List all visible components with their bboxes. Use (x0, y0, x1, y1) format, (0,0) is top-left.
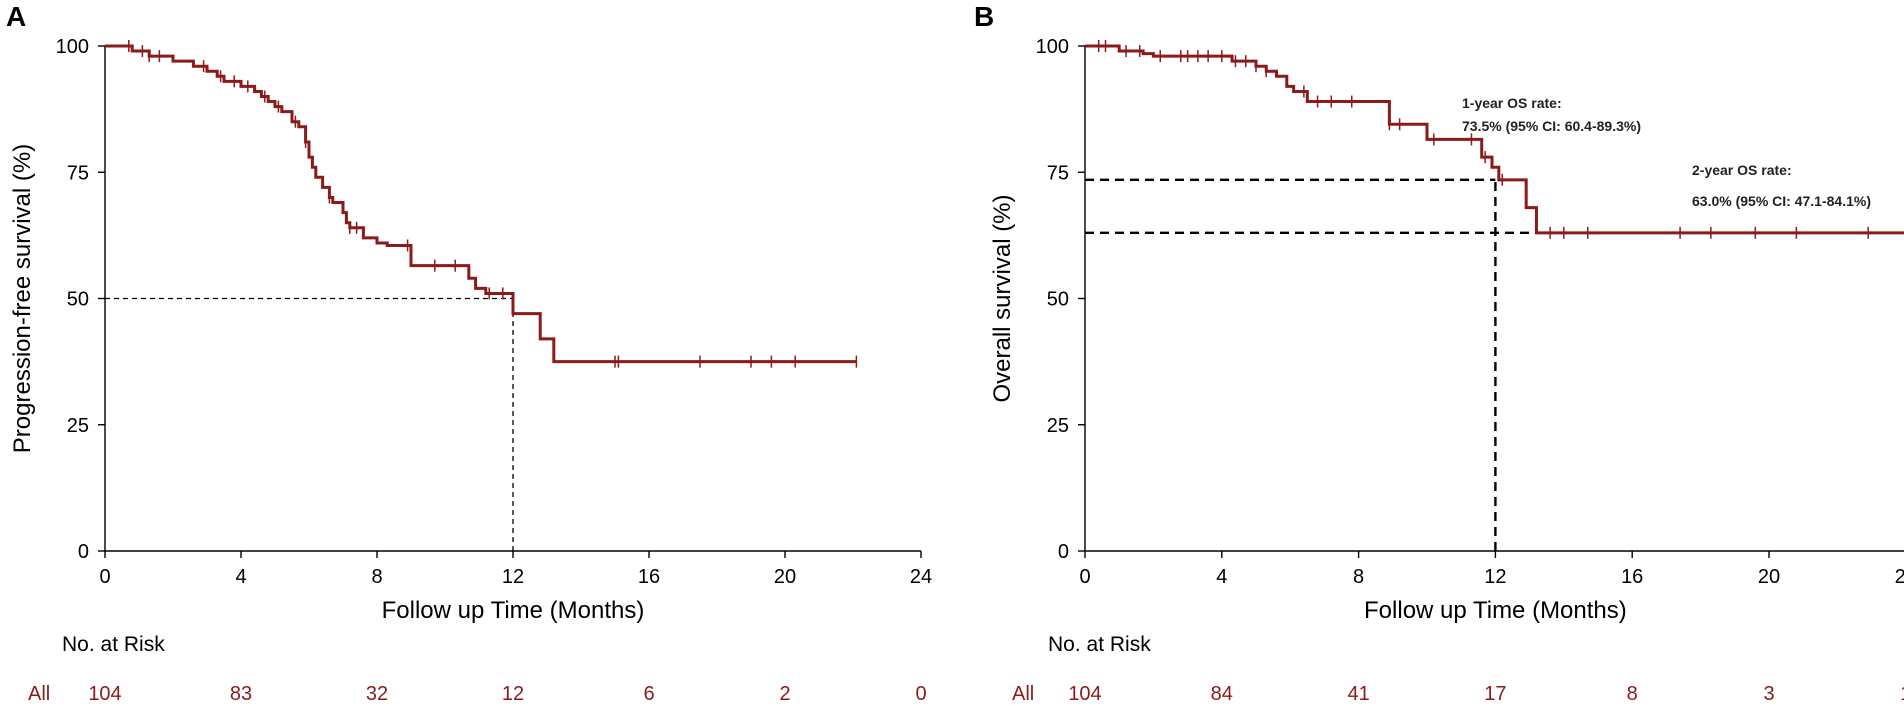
y-tick-label: 25 (67, 415, 89, 437)
risk-count: 104 (1068, 683, 1101, 705)
x-axis-title: Follow up Time (Months) (1364, 597, 1627, 624)
x-tick-label: 8 (371, 566, 382, 588)
y-tick-label: 0 (78, 541, 89, 563)
risk-count: 1 (1900, 683, 1904, 705)
x-tick-label: 0 (99, 566, 110, 588)
y-tick-label: 0 (1058, 541, 1069, 563)
risk-count: 32 (366, 683, 388, 705)
panel-letter: A (6, 1, 26, 32)
y-tick-label: 100 (56, 36, 89, 58)
y-tick-label: 50 (67, 289, 89, 311)
annotation-title: 2-year OS rate: (1692, 162, 1792, 178)
x-tick-label: 24 (1895, 566, 1904, 588)
risk-count: 41 (1347, 683, 1369, 705)
y-tick-label: 100 (1036, 36, 1069, 58)
y-tick-label: 25 (1047, 415, 1069, 437)
km-curve (1085, 44, 1904, 235)
risk-count: 84 (1211, 683, 1233, 705)
x-tick-label: 20 (774, 566, 796, 588)
risk-count: 3 (1763, 683, 1774, 705)
x-tick-label: 4 (1216, 566, 1227, 588)
y-tick-label: 75 (1047, 162, 1069, 184)
annotation-title: 1-year OS rate: (1462, 95, 1562, 111)
y-tick-label: 50 (1047, 289, 1069, 311)
x-tick-label: 16 (638, 566, 660, 588)
x-axis-title: Follow up Time (Months) (382, 597, 645, 624)
risk-group-label: All (28, 683, 50, 705)
x-tick-label: 8 (1353, 566, 1364, 588)
annotation-text: 63.0% (95% CI: 47.1-84.1%) (1692, 193, 1871, 209)
x-tick-label: 20 (1758, 566, 1780, 588)
panel-b: B 0 25 50 75 100 0 4 8 12 16 20 24 Follow up Time (Mo… (974, 1, 1904, 705)
risk-count: 17 (1484, 683, 1506, 705)
panel-letter: B (974, 1, 994, 32)
risk-count: 8 (1627, 683, 1638, 705)
risk-count: 2 (779, 683, 790, 705)
km-curve (105, 44, 857, 364)
x-tick-label: 16 (1621, 566, 1643, 588)
risk-count: 6 (643, 683, 654, 705)
risk-group-label: All (1012, 683, 1034, 705)
x-tick-label: 24 (910, 566, 932, 588)
y-axis-title: Overall survival (%) (989, 194, 1016, 402)
risk-count: 12 (502, 683, 524, 705)
x-tick-label: 12 (502, 566, 524, 588)
risk-count: 0 (915, 683, 926, 705)
y-axis-title: Progression-free survival (%) (9, 144, 36, 453)
y-tick-label: 75 (67, 162, 89, 184)
x-tick-label: 12 (1484, 566, 1506, 588)
annotation-text: 73.5% (95% CI: 60.4-89.3%) (1462, 118, 1641, 134)
x-tick-label: 0 (1079, 566, 1090, 588)
risk-count: 83 (230, 683, 252, 705)
x-tick-label: 4 (235, 566, 246, 588)
risk-table-title: No. at Risk (62, 633, 165, 656)
risk-count: 104 (88, 683, 121, 705)
risk-table-title: No. at Risk (1048, 633, 1151, 656)
